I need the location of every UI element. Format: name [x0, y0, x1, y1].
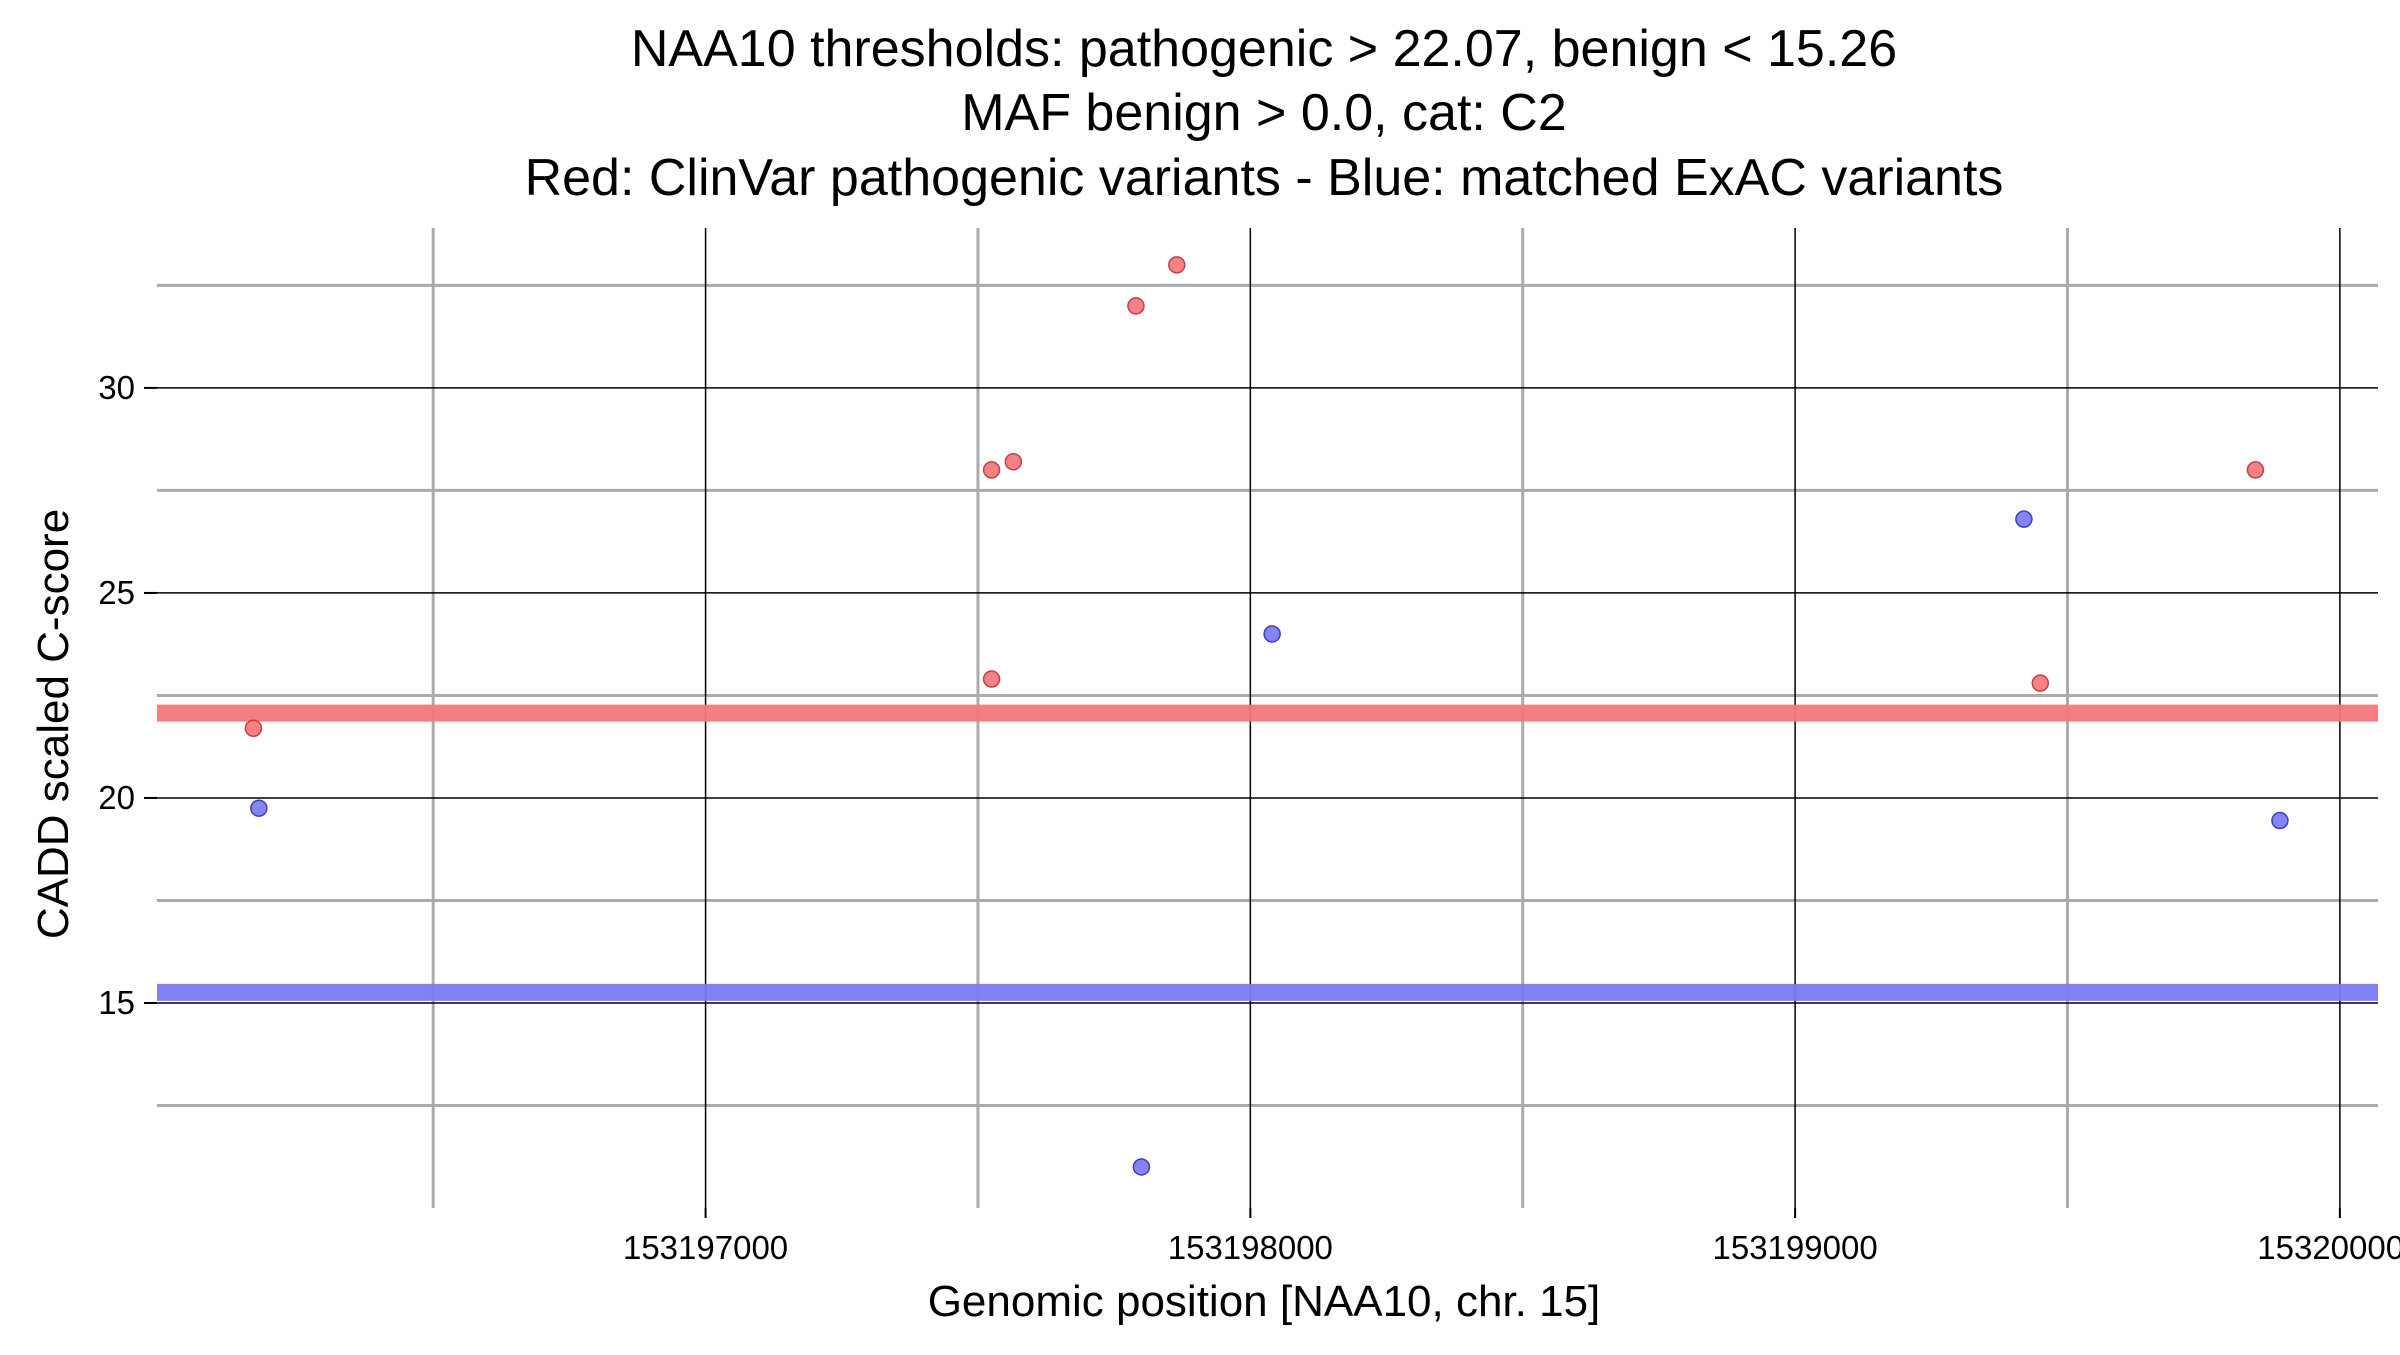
axis-ticks: 153197000 153198000 153199000 153200000 15 20… — [98, 369, 2400, 1266]
chart-title-line-3: Red: ClinVar pathogenic variants - Blue:… — [525, 149, 2004, 207]
series-0-point — [982, 670, 1001, 688]
series-0-point — [2246, 461, 2265, 479]
series-1-point — [1132, 1158, 1151, 1176]
series-0-point — [2031, 674, 2049, 692]
series-1-point — [2271, 811, 2289, 830]
series-0-point — [1004, 452, 1023, 471]
chart-title-line-1: NAA10 thresholds: pathogenic > 22.07, be… — [631, 20, 1897, 78]
y-axis-label: CADD scaled C-score — [29, 509, 78, 939]
series-0-point — [244, 719, 263, 738]
series-1-point — [250, 799, 268, 817]
y-tick-label: 20 — [98, 779, 135, 816]
series-1-point — [1263, 625, 1281, 643]
y-tick-label: 15 — [98, 984, 135, 1021]
threshold-lines — [157, 704, 2378, 1001]
x-tick-label: 153197000 — [623, 1229, 788, 1266]
chart-title-line-2: MAF benign > 0.0, cat: C2 — [961, 84, 1567, 142]
chart-title: NAA10 thresholds: pathogenic > 22.07, be… — [525, 20, 2004, 207]
series-0-point — [1127, 297, 1145, 315]
x-tick-label: 153200000 — [2257, 1229, 2400, 1266]
y-tick-label: 30 — [98, 369, 135, 406]
y-tick-label: 25 — [98, 574, 135, 611]
series-0-point — [982, 461, 1001, 479]
series-1-point — [2015, 510, 2033, 528]
data-points — [244, 256, 2289, 1176]
x-axis-label: Genomic position [NAA10, chr. 15] — [928, 1277, 1601, 1326]
x-tick-label: 153199000 — [1713, 1229, 1878, 1266]
series-0-point — [1168, 256, 1186, 274]
x-tick-label: 153198000 — [1168, 1229, 1333, 1266]
